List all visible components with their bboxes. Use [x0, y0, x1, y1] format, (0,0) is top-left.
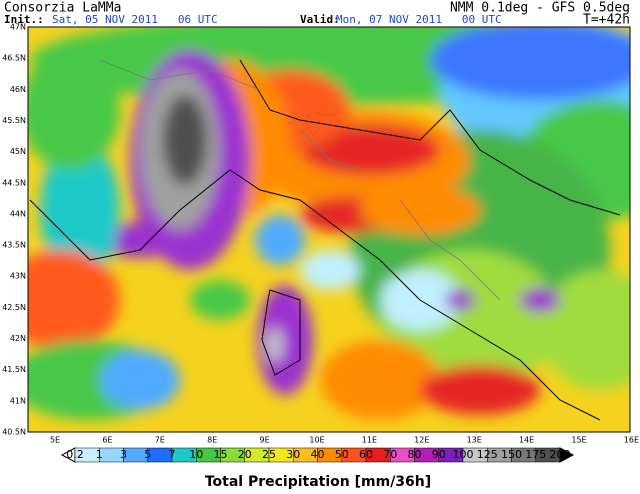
colorbar-label: 80 [408, 448, 422, 461]
colorbar-label: 0.2 [66, 448, 84, 461]
precip-area [420, 365, 540, 415]
colorbar-arrow [559, 447, 575, 463]
colorbar-label: 60 [359, 448, 373, 461]
map [28, 27, 630, 432]
source: Consorzia LaMMa [4, 1, 121, 16]
init-time: Sat, 05 NOV 2011 06 UTC [52, 13, 218, 26]
lon-label: 11E [362, 436, 377, 445]
lat-label: 40.5N [2, 428, 26, 437]
lat-label: 42.5N [2, 303, 26, 312]
precip-area [255, 215, 305, 265]
lon-label: 12E [414, 436, 429, 445]
lat-label: 41N [10, 396, 26, 405]
colorbar-label: 70 [383, 448, 397, 461]
precip-area [540, 270, 630, 390]
border [99, 59, 501, 301]
colorbar-label: 3 [120, 448, 127, 461]
lon-label: 5E [50, 436, 60, 445]
lon-label: 14E [519, 436, 534, 445]
precip-area [520, 288, 560, 312]
lon-label: 8E [207, 436, 217, 445]
lon-label: 9E [260, 436, 270, 445]
lon-label: 10E [309, 436, 324, 445]
lon-label: 16E [624, 436, 639, 445]
lat-label: 43.5N [2, 241, 26, 250]
lon-label: 13E [467, 436, 482, 445]
colorbar-label: 15 [214, 448, 228, 461]
lon-label: 6E [102, 436, 112, 445]
precip-area [163, 95, 207, 185]
valid-label: Valid: [300, 13, 340, 26]
colorbar-label: 40 [311, 448, 325, 461]
colorbar-label: 90 [432, 448, 446, 461]
lat-label: 46.5N [2, 54, 26, 63]
colorbar-label: 20 [238, 448, 252, 461]
lead-time: T=+42h [583, 13, 630, 28]
colorbar-label: 25 [262, 448, 276, 461]
colorbar-label: 125 [477, 448, 498, 461]
lat-label: 43N [10, 272, 26, 281]
lat-label: 41.5N [2, 365, 26, 374]
lon-label: 15E [571, 436, 586, 445]
colorbar-label: 50 [335, 448, 349, 461]
precip-area [257, 285, 313, 395]
lat-label: 44N [10, 209, 26, 218]
colorbar: 0.2 1 3 5 7 10 15 20 25 30 40 50 60 70 80 90 100 125 150 17… [60, 447, 575, 463]
precip-area [100, 222, 180, 258]
precip-area [445, 290, 475, 310]
precip-area [28, 250, 120, 350]
colorbar-label: 200 [550, 448, 571, 461]
precip-area [320, 340, 440, 420]
precip-area [430, 27, 630, 100]
lat-label: 47N [10, 23, 26, 32]
colorbar-label: 30 [286, 448, 300, 461]
lon-label: 7E [155, 436, 165, 445]
colorbar-label: 7 [169, 448, 176, 461]
colorbar-label: 5 [144, 448, 151, 461]
precip-field [28, 27, 630, 420]
precip-area [300, 250, 360, 290]
precip-area [267, 327, 283, 363]
lat-label: 44.5N [2, 178, 26, 187]
lat-label: 46N [10, 85, 26, 94]
model: NMM 0.1deg - GFS 0.5deg [450, 1, 630, 16]
precip-area [100, 350, 180, 410]
colorbar-title: Total Precipitation [mm/36h] [205, 474, 431, 490]
colorbar-label: 1 [96, 448, 103, 461]
precip-area [190, 280, 250, 320]
map-frame [27, 26, 631, 433]
valid-time: Mon, 07 NOV 2011 00 UTC [336, 13, 502, 26]
lat-label: 45.5N [2, 116, 26, 125]
init-label: Init.: [4, 13, 44, 26]
precip-area [28, 50, 120, 170]
colorbar-label: 10 [189, 448, 203, 461]
lat-label: 42N [10, 334, 26, 343]
colorbar-label: 150 [501, 448, 522, 461]
colorbar-label: 100 [453, 448, 474, 461]
coastline [29, 59, 621, 421]
precip-area [360, 185, 480, 235]
colorbar-label: 175 [525, 448, 546, 461]
precip-area [40, 140, 120, 280]
lat-label: 45N [10, 147, 26, 156]
